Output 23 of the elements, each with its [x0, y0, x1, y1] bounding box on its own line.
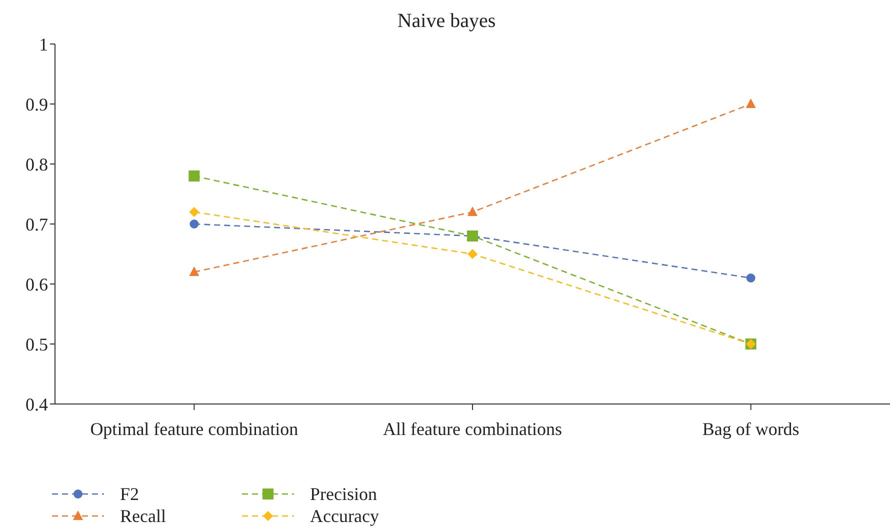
y-tick-label: 0.6: [26, 274, 48, 294]
chart-title: Naive bayes: [396, 10, 497, 33]
x-tick-label: Bag of words: [702, 418, 800, 439]
point: [468, 206, 478, 216]
y-tick-label: 0.9: [26, 94, 48, 114]
legend-label: Accuracy: [310, 506, 379, 526]
legend-label: Precision: [310, 484, 377, 504]
x-tick-label: Optimal feature combination: [90, 418, 298, 439]
y-tick-label: 0.8: [26, 154, 48, 174]
legend-label: Recall: [120, 506, 166, 526]
y-tick-label: 0.4: [26, 394, 48, 414]
x-tick-label: All feature combinations: [383, 418, 562, 439]
point: [746, 98, 756, 108]
point: [188, 170, 200, 182]
point: [189, 266, 200, 276]
point: [468, 249, 478, 259]
point: [189, 207, 200, 217]
point: [190, 220, 199, 228]
y-tick-label: 1: [39, 34, 48, 54]
point: [746, 274, 756, 282]
y-tick-label: 0.5: [26, 334, 48, 354]
y-tick-label: 0.7: [26, 214, 48, 234]
legend-label: F2: [120, 484, 140, 504]
